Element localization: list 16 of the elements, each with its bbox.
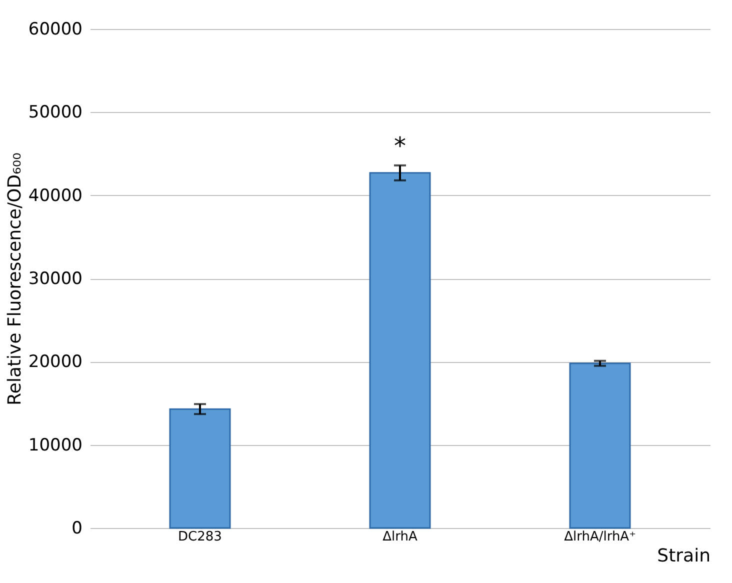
annotation: * — [394, 132, 406, 160]
bar — [169, 408, 231, 529]
x-tick-label: ΔlrhA/lrhA⁺ — [564, 530, 636, 544]
y-tick-label: 10000 — [28, 435, 82, 456]
bar — [369, 172, 431, 529]
y-tick-label: 40000 — [28, 186, 82, 206]
y-axis-title: Relative Fluorescence/OD₆₀₀ — [4, 152, 26, 406]
x-tick-label: DC283 — [178, 530, 222, 544]
x-axis-title: Strain — [657, 546, 710, 566]
bar — [569, 362, 631, 529]
y-tick-label: 20000 — [28, 352, 82, 372]
y-tick-label: 0 — [72, 518, 82, 538]
y-tick-label: 60000 — [28, 20, 82, 40]
x-tick-label: ΔlrhA — [382, 530, 418, 544]
y-tick-label: 50000 — [28, 102, 82, 123]
y-tick-label: 30000 — [28, 269, 82, 289]
